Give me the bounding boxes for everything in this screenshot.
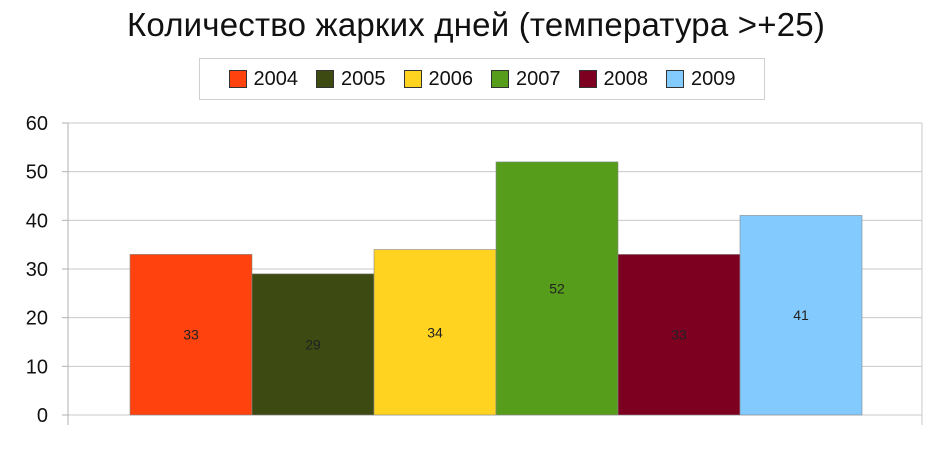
data-label-2006: 34 bbox=[427, 324, 443, 340]
y-tick-label: 20 bbox=[26, 308, 48, 330]
bar-2009 bbox=[739, 215, 863, 416]
legend-label: 2008 bbox=[603, 67, 649, 90]
y-tick-label: 60 bbox=[26, 113, 48, 135]
y-tick-label: 0 bbox=[37, 405, 48, 427]
data-label-2008: 33 bbox=[671, 327, 687, 343]
bar-2008 bbox=[617, 254, 741, 416]
bar-2005 bbox=[251, 273, 375, 416]
legend-item-2007: 2007 bbox=[491, 68, 561, 91]
bar-2007 bbox=[495, 161, 619, 416]
legend-label: 2009 bbox=[691, 67, 736, 90]
legend-swatch bbox=[491, 70, 509, 88]
legend-item-2004: 2004 bbox=[228, 67, 299, 91]
legend-label: 2005 bbox=[341, 67, 386, 90]
data-label-2004: 33 bbox=[183, 327, 199, 343]
chart-legend: 2004 2005 2006 2007 2008 2009 bbox=[199, 58, 765, 100]
legend-label: 2004 bbox=[253, 67, 299, 90]
y-tick-label: 10 bbox=[26, 356, 48, 378]
legend-item-2009: 2009 bbox=[666, 68, 736, 91]
legend-item-2005: 2005 bbox=[316, 68, 386, 91]
bar-2006 bbox=[373, 249, 497, 416]
bar-2004 bbox=[129, 254, 253, 416]
y-tick-label: 30 bbox=[26, 259, 48, 281]
legend-swatch bbox=[578, 70, 597, 88]
y-tick-label: 50 bbox=[26, 162, 48, 184]
legend-item-2006: 2006 bbox=[403, 67, 474, 91]
data-label-2007: 52 bbox=[549, 280, 565, 296]
legend-label: 2007 bbox=[516, 67, 561, 90]
chart-title: Количество жарких дней (температура >+25… bbox=[126, 6, 826, 43]
legend-item-2008: 2008 bbox=[578, 67, 649, 91]
legend-label: 2006 bbox=[428, 67, 474, 90]
legend-swatch bbox=[403, 70, 422, 88]
data-label-2009: 41 bbox=[793, 307, 809, 323]
legend-swatch bbox=[316, 70, 334, 88]
legend-swatch bbox=[666, 70, 684, 88]
legend-swatch bbox=[228, 70, 247, 88]
y-tick-label: 40 bbox=[26, 210, 48, 232]
data-label-2005: 29 bbox=[305, 336, 321, 352]
